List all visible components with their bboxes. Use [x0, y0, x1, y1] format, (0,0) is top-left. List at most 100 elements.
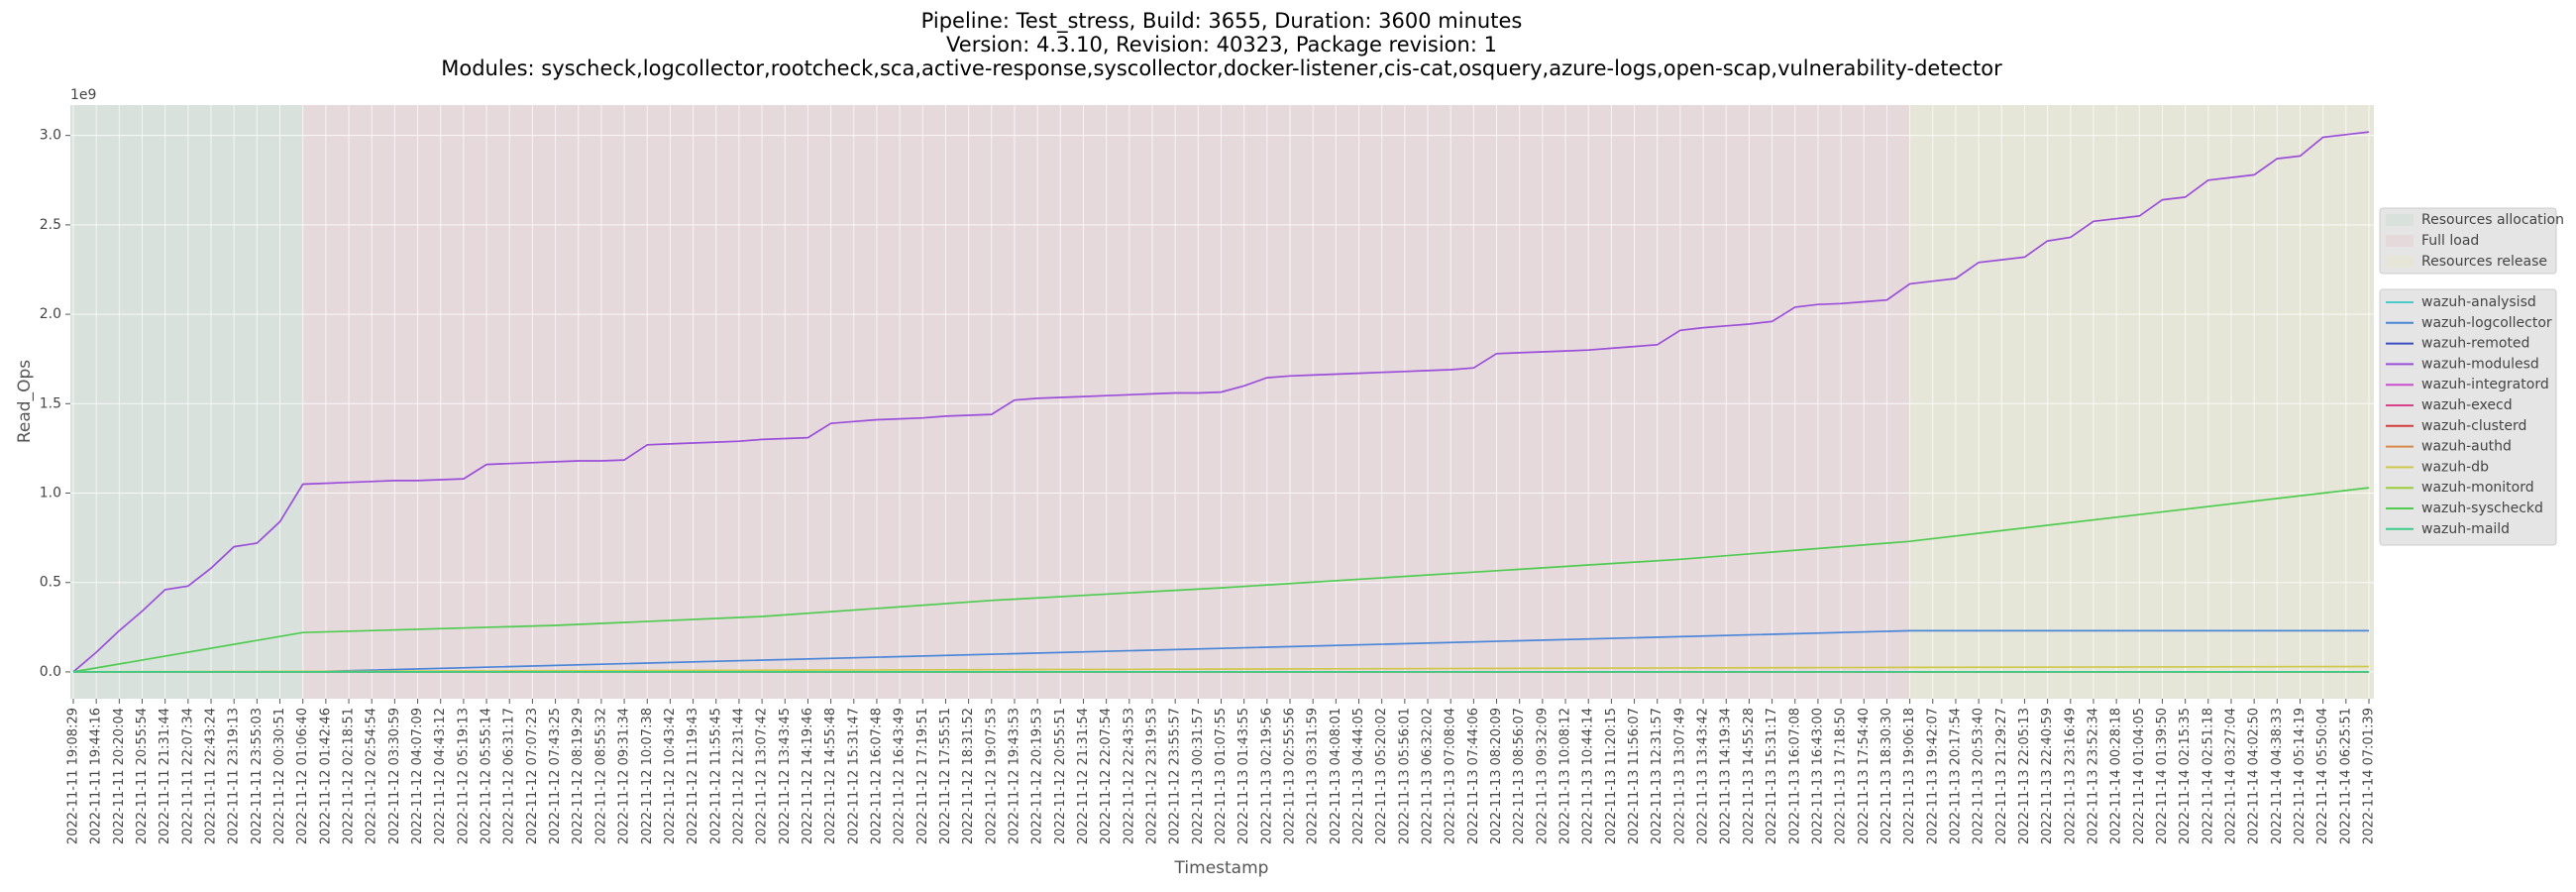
- x-tick-label: 2022-11-13 21:29:27: [1994, 708, 2009, 844]
- y-tick-label: 1.0: [40, 486, 61, 502]
- x-tick-label: 2022-11-13 12:31:57: [1650, 708, 1664, 844]
- x-tick-label: 2022-11-12 12:31:44: [731, 708, 746, 844]
- x-tick-label: 2022-11-13 20:53:40: [1972, 708, 1986, 844]
- y-tick-label: 2.0: [40, 306, 61, 322]
- legend-box: [2379, 207, 2557, 275]
- x-tick-label: 2022-11-14 06:25:51: [2338, 708, 2353, 844]
- x-tick-label: 2022-11-12 13:07:42: [755, 708, 770, 844]
- legend-box: [2379, 288, 2557, 546]
- x-tick-label: 2022-11-13 17:18:50: [1834, 708, 1849, 844]
- x-tick-label: 2022-11-13 10:08:12: [1558, 708, 1573, 844]
- x-tick-label: 2022-11-13 16:43:00: [1810, 708, 1825, 844]
- x-tick-label: 2022-11-13 07:08:04: [1444, 708, 1458, 844]
- legend-swatch: [2386, 256, 2414, 268]
- x-tick-label: 2022-11-13 23:16:49: [2063, 708, 2078, 844]
- x-tick-label: 2022-11-13 14:19:34: [1719, 708, 1734, 844]
- x-tick-label: 2022-11-12 13:43:45: [778, 708, 793, 844]
- x-tick-label: 2022-11-12 14:55:48: [823, 708, 838, 844]
- x-tick-label: 2022-11-12 18:31:52: [961, 708, 976, 844]
- x-tick-label: 2022-11-12 06:31:17: [502, 708, 517, 844]
- x-tick-label: 2022-11-14 04:38:33: [2270, 708, 2285, 844]
- x-tick-label: 2022-11-12 19:43:53: [1007, 708, 1021, 844]
- x-tick-label: 2022-11-13 13:07:49: [1672, 708, 1687, 844]
- x-tick-label: 2022-11-12 01:06:40: [295, 708, 310, 844]
- y-axis-label: Read_Ops: [15, 360, 35, 443]
- phase-band: [1909, 105, 2374, 699]
- x-tick-label: 2022-11-13 03:31:59: [1306, 708, 1321, 844]
- x-tick-label: 2022-11-12 00:30:51: [272, 708, 287, 844]
- x-tick-label: 2022-11-12 22:07:54: [1099, 708, 1114, 844]
- x-tick-label: 2022-11-13 22:40:59: [2040, 708, 2055, 844]
- x-tick-label: 2022-11-11 19:44:16: [89, 708, 104, 844]
- x-tick-label: 2022-11-14 05:50:04: [2315, 708, 2330, 844]
- x-tick-label: 2022-11-11 21:31:44: [158, 708, 172, 844]
- legend-label: wazuh-integratord: [2421, 377, 2549, 392]
- legend-label: Resources release: [2421, 254, 2547, 270]
- x-tick-label: 2022-11-13 02:19:56: [1259, 708, 1274, 844]
- legend-label: wazuh-execd: [2421, 397, 2513, 413]
- y-tick-label: 0.5: [40, 575, 61, 591]
- legend-label: wazuh-maild: [2421, 521, 2510, 537]
- legend-label: wazuh-logcollector: [2421, 315, 2552, 331]
- legend-label: wazuh-remoted: [2421, 336, 2529, 352]
- x-tick-label: 2022-11-11 22:07:34: [180, 708, 195, 844]
- x-tick-label: 2022-11-12 20:19:53: [1030, 708, 1045, 844]
- x-tick-label: 2022-11-12 02:54:54: [365, 708, 379, 844]
- y-tick-label: 3.0: [40, 128, 61, 144]
- x-tick-label: 2022-11-12 19:07:53: [984, 708, 999, 844]
- x-tick-label: 2022-11-12 07:07:23: [525, 708, 540, 844]
- x-tick-label: 2022-11-12 01:42:46: [318, 708, 333, 844]
- x-tick-label: 2022-11-13 01:07:55: [1214, 708, 1229, 844]
- x-tick-label: 2022-11-14 03:27:04: [2223, 708, 2238, 844]
- x-tick-label: 2022-11-11 23:55:03: [250, 708, 265, 844]
- x-tick-label: 2022-11-12 21:31:54: [1076, 708, 1091, 844]
- x-tick-label: 2022-11-13 07:44:06: [1466, 708, 1481, 844]
- x-tick-label: 2022-11-12 04:07:09: [410, 708, 425, 844]
- x-tick-label: 2022-11-11 20:55:54: [135, 708, 150, 844]
- series-line: [72, 487, 2370, 673]
- x-tick-label: 2022-11-13 01:43:55: [1236, 708, 1251, 844]
- x-tick-label: 2022-11-14 01:04:05: [2132, 708, 2147, 844]
- legend-swatch: [2386, 235, 2414, 247]
- x-tick-label: 2022-11-13 08:20:09: [1489, 708, 1504, 844]
- x-tick-label: 2022-11-12 08:19:29: [571, 708, 586, 844]
- x-tick-label: 2022-11-12 17:55:51: [938, 708, 953, 844]
- y-tick-label: 1.5: [40, 395, 61, 411]
- x-tick-label: 2022-11-12 23:19:53: [1144, 708, 1159, 844]
- legend-label: wazuh-monitord: [2421, 480, 2534, 496]
- legend-label: wazuh-db: [2421, 459, 2489, 475]
- y-tick-label: 0.0: [40, 664, 61, 680]
- x-tick-label: 2022-11-13 00:31:57: [1191, 708, 1206, 844]
- x-tick-label: 2022-11-12 02:18:51: [342, 708, 357, 844]
- x-tick-label: 2022-11-13 11:56:07: [1627, 708, 1642, 844]
- x-tick-label: 2022-11-11 19:08:29: [66, 708, 81, 844]
- x-tick-label: 2022-11-13 16:07:08: [1787, 708, 1802, 844]
- x-tick-label: 2022-11-13 18:30:30: [1879, 708, 1894, 844]
- x-tick-label: 2022-11-13 15:31:17: [1765, 708, 1779, 844]
- legend-label: wazuh-modulesd: [2421, 356, 2539, 372]
- legend-swatch: [2386, 214, 2414, 226]
- x-tick-label: 2022-11-12 20:55:51: [1053, 708, 1068, 844]
- x-tick-label: 2022-11-13 22:05:13: [2017, 708, 2032, 844]
- x-tick-label: 2022-11-13 02:55:56: [1283, 708, 1298, 844]
- x-tick-label: 2022-11-14 07:01:39: [2362, 708, 2377, 844]
- x-tick-label: 2022-11-13 13:43:42: [1696, 708, 1711, 844]
- y-scale-label: 1e9: [70, 87, 96, 103]
- x-tick-label: 2022-11-14 02:15:35: [2178, 708, 2193, 844]
- x-tick-label: 2022-11-12 23:55:57: [1168, 708, 1183, 844]
- chart-title: Version: 4.3.10, Revision: 40323, Packag…: [946, 33, 1497, 56]
- x-tick-label: 2022-11-13 20:17:54: [1948, 708, 1963, 844]
- x-tick-label: 2022-11-13 05:20:02: [1374, 708, 1389, 844]
- x-tick-label: 2022-11-14 01:39:50: [2155, 708, 2170, 844]
- chart-title: Modules: syscheck,logcollector,rootcheck…: [441, 56, 2002, 80]
- phase-band: [70, 105, 303, 699]
- x-tick-label: 2022-11-12 03:30:59: [387, 708, 402, 844]
- x-tick-label: 2022-11-12 10:43:42: [663, 708, 678, 844]
- x-tick-label: 2022-11-12 05:19:13: [456, 708, 471, 844]
- x-tick-label: 2022-11-12 09:31:34: [617, 708, 632, 844]
- x-tick-label: 2022-11-13 05:56:01: [1397, 708, 1412, 844]
- x-tick-label: 2022-11-11 22:43:24: [204, 708, 219, 844]
- x-tick-label: 2022-11-12 05:55:14: [480, 708, 494, 844]
- x-tick-label: 2022-11-13 19:06:18: [1902, 708, 1917, 844]
- legend-label: wazuh-authd: [2421, 439, 2512, 455]
